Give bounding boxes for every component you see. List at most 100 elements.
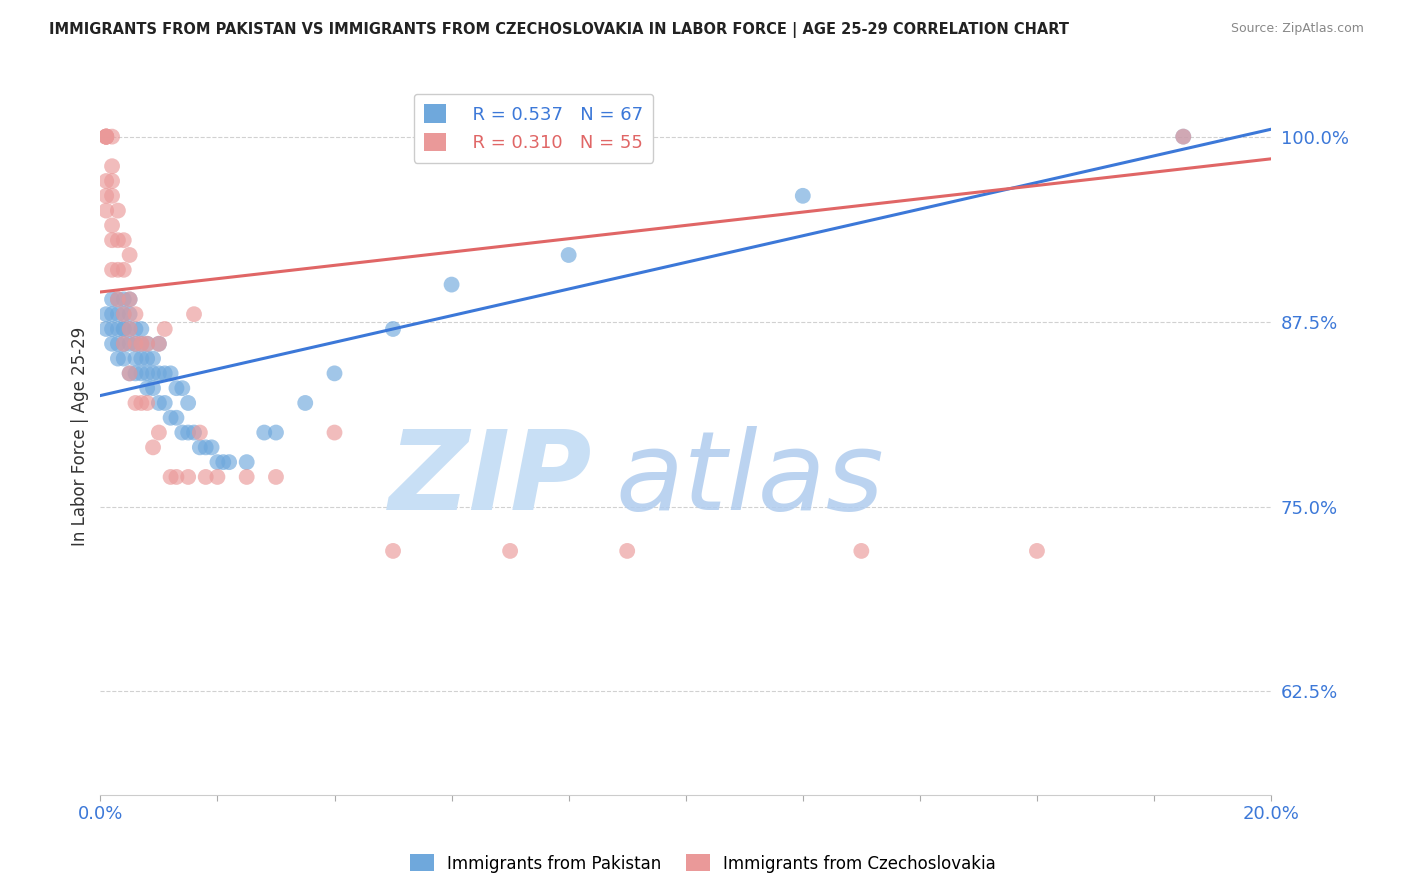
Point — [96, 129, 118, 144]
Text: atlas: atlas — [616, 425, 884, 533]
Point — [124, 322, 146, 336]
Point — [136, 336, 159, 351]
Point — [165, 470, 187, 484]
Point — [112, 322, 135, 336]
Point — [118, 322, 141, 336]
Point — [183, 425, 205, 440]
Point — [112, 351, 135, 366]
Point — [101, 293, 124, 307]
Point — [177, 470, 200, 484]
Point — [172, 425, 194, 440]
Point — [118, 307, 141, 321]
Point — [112, 262, 135, 277]
Point — [159, 410, 181, 425]
Point — [96, 189, 118, 203]
Point — [96, 307, 118, 321]
Legend: Immigrants from Pakistan, Immigrants from Czechoslovakia: Immigrants from Pakistan, Immigrants fro… — [404, 847, 1002, 880]
Point — [440, 277, 463, 292]
Point — [101, 336, 124, 351]
Point — [188, 441, 211, 455]
Point — [264, 425, 287, 440]
Point — [96, 322, 118, 336]
Point — [101, 307, 124, 321]
Point — [124, 307, 146, 321]
Point — [148, 367, 170, 381]
Point — [851, 544, 873, 558]
Point — [136, 396, 159, 410]
Point — [107, 307, 129, 321]
Point — [792, 189, 814, 203]
Point — [177, 396, 200, 410]
Point — [124, 336, 146, 351]
Point — [294, 396, 316, 410]
Point — [382, 544, 405, 558]
Point — [159, 470, 181, 484]
Point — [131, 351, 153, 366]
Point — [136, 351, 159, 366]
Point — [172, 381, 194, 395]
Point — [107, 351, 129, 366]
Point — [136, 381, 159, 395]
Point — [165, 381, 187, 395]
Point — [616, 544, 638, 558]
Point — [101, 233, 124, 247]
Point — [96, 129, 118, 144]
Point — [101, 129, 124, 144]
Point — [153, 367, 176, 381]
Point — [107, 262, 129, 277]
Point — [101, 159, 124, 173]
Point — [118, 367, 141, 381]
Point — [131, 367, 153, 381]
Point — [118, 336, 141, 351]
Y-axis label: In Labor Force | Age 25-29: In Labor Force | Age 25-29 — [72, 326, 89, 546]
Point — [207, 470, 229, 484]
Point — [101, 262, 124, 277]
Point — [153, 322, 176, 336]
Point — [188, 425, 211, 440]
Point — [118, 293, 141, 307]
Point — [107, 336, 129, 351]
Point — [1173, 129, 1195, 144]
Point — [499, 544, 522, 558]
Point — [107, 293, 129, 307]
Point — [264, 470, 287, 484]
Point — [382, 322, 405, 336]
Point — [212, 455, 235, 469]
Point — [1026, 544, 1049, 558]
Point — [124, 336, 146, 351]
Point — [235, 470, 257, 484]
Point — [118, 293, 141, 307]
Point — [107, 322, 129, 336]
Legend:   R = 0.537   N = 67,   R = 0.310   N = 55: R = 0.537 N = 67, R = 0.310 N = 55 — [413, 94, 654, 163]
Point — [557, 248, 579, 262]
Point — [96, 129, 118, 144]
Point — [112, 307, 135, 321]
Text: IMMIGRANTS FROM PAKISTAN VS IMMIGRANTS FROM CZECHOSLOVAKIA IN LABOR FORCE | AGE : IMMIGRANTS FROM PAKISTAN VS IMMIGRANTS F… — [49, 22, 1069, 38]
Point — [194, 441, 217, 455]
Point — [177, 425, 200, 440]
Point — [96, 174, 118, 188]
Point — [101, 322, 124, 336]
Point — [112, 322, 135, 336]
Point — [96, 129, 118, 144]
Point — [131, 322, 153, 336]
Point — [112, 307, 135, 321]
Point — [101, 219, 124, 233]
Point — [165, 410, 187, 425]
Point — [124, 367, 146, 381]
Point — [124, 396, 146, 410]
Point — [112, 233, 135, 247]
Point — [96, 129, 118, 144]
Point — [207, 455, 229, 469]
Point — [107, 293, 129, 307]
Point — [194, 470, 217, 484]
Point — [131, 336, 153, 351]
Point — [1173, 129, 1195, 144]
Point — [112, 336, 135, 351]
Point — [136, 367, 159, 381]
Point — [142, 367, 165, 381]
Point — [96, 129, 118, 144]
Point — [142, 441, 165, 455]
Point — [148, 336, 170, 351]
Point — [112, 336, 135, 351]
